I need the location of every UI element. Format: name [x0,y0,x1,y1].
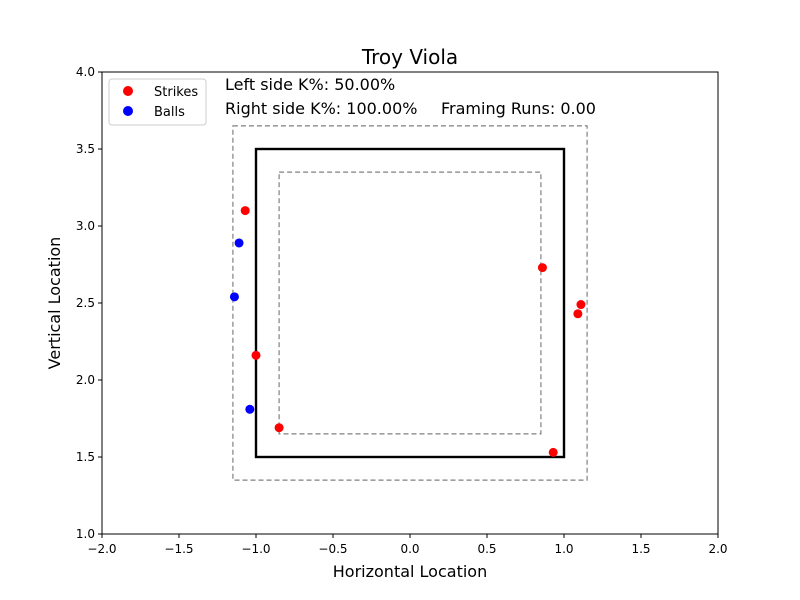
strike-point [251,350,261,360]
legend-balls-label: Balls [154,105,185,120]
right-k-annotation: Right side K%: 100.00% [225,99,417,118]
x-axis-label: Horizontal Location [333,562,487,581]
left-k-annotation: Left side K%: 50.00% [225,75,395,94]
x-tick-label: −1.5 [164,542,193,556]
outer-zone [232,125,588,481]
x-axis-ticks: −2.0 −1.5 −1.0 −0.5 0.0 0.5 1.0 1.5 2.0 [87,534,728,556]
pitch-points [229,206,586,457]
zone-layer [232,125,588,481]
legend-balls-marker [123,106,133,116]
y-tick-label: 1.5 [76,450,95,464]
x-tick-label: −2.0 [87,542,116,556]
legend-box [108,78,207,126]
ball-point [229,292,239,302]
y-tick-label: 1.0 [76,527,95,541]
inner-zone [278,171,542,435]
ball-point [234,238,244,248]
y-tick-label: 4.0 [76,65,95,79]
x-tick-label: 0.5 [477,542,496,556]
plot-frame [101,71,719,535]
chart-title: Troy Viola [361,45,458,69]
x-tick-label: 0.0 [400,542,419,556]
legend-strikes-label: Strikes [154,85,198,100]
y-tick-label: 2.0 [76,373,95,387]
legend-strikes-marker [123,86,133,96]
strike-zone [254,147,566,459]
x-tick-label: −1.0 [241,542,270,556]
y-tick-label: 2.5 [76,296,95,310]
y-tick-label: 3.0 [76,219,95,233]
strike-point [576,300,586,310]
strike-point [240,206,250,216]
x-tick-label: 1.0 [554,542,573,556]
x-tick-label: −0.5 [318,542,347,556]
strike-point [537,263,547,273]
ball-point [245,404,255,414]
strike-point [548,447,558,457]
y-tick-label: 3.5 [76,142,95,156]
framing-runs-annotation: Framing Runs: 0.00 [441,99,596,118]
x-tick-label: 2.0 [708,542,727,556]
y-axis-label: Vertical Location [45,237,64,370]
x-tick-label: 1.5 [631,542,650,556]
y-axis-ticks: 1.0 1.5 2.0 2.5 3.0 3.5 4.0 [76,65,102,541]
strike-point [274,423,284,433]
strike-point [573,309,583,319]
legend: Strikes Balls [108,78,207,126]
